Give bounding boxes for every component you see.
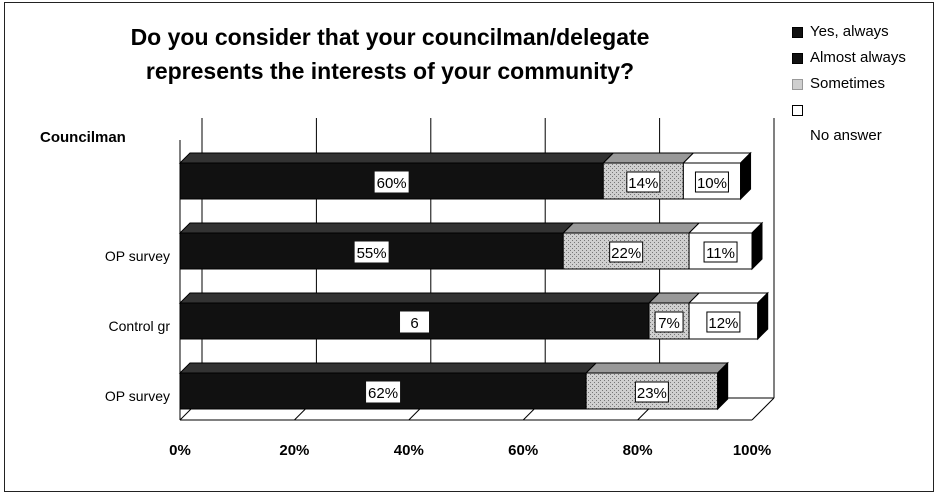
data-label: 14%: [628, 175, 658, 192]
data-label: 55%: [357, 245, 387, 262]
bar-end-face: [740, 151, 752, 201]
legend-label-no-answer: No answer: [810, 127, 882, 144]
x-tick-label: 80%: [623, 442, 653, 459]
bar-top-face: [602, 152, 695, 164]
data-label-box: [400, 311, 430, 333]
data-label: 10%: [697, 175, 727, 192]
bar-top-face: [178, 152, 615, 164]
chart-title: Do you consider that your councilman/del…: [130, 24, 650, 84]
bar-top-face: [178, 362, 598, 374]
category-label: OP survey: [105, 248, 170, 264]
x-tick-label: 100%: [733, 442, 771, 459]
category-label: Control gr: [109, 318, 171, 334]
legend-label-sometimes: Sometimes: [810, 75, 886, 92]
data-label: 7%: [658, 315, 680, 332]
x-tick-label: 0%: [169, 442, 191, 459]
data-label-box: [654, 311, 684, 333]
data-label-box: [626, 171, 661, 193]
legend: Yes, always Almost always Sometimes No a…: [790, 22, 940, 152]
category-label: OP survey: [105, 388, 170, 404]
bar-top-face: [687, 292, 769, 304]
x-tick-label: 40%: [394, 442, 424, 459]
bar-top-face: [178, 292, 661, 304]
bar-end-face: [751, 221, 763, 271]
legend-swatch-sometimes: [792, 79, 803, 90]
data-label: 11%: [706, 245, 735, 262]
data-label-box: [609, 241, 644, 263]
floor-gridline: [751, 397, 775, 421]
bar-top-face: [178, 222, 575, 234]
data-label: 23%: [637, 385, 667, 402]
x-tick-label: 20%: [279, 442, 309, 459]
x-tick-label: 60%: [508, 442, 538, 459]
bar-segment: [179, 372, 587, 410]
legend-swatch-almost-always: [792, 53, 803, 64]
data-label-box: [694, 171, 729, 193]
legend-swatch-no-answer: [792, 105, 803, 116]
data-label: 6: [410, 315, 418, 332]
legend-swatch-yes-always: [792, 27, 803, 38]
bar-end-face: [717, 361, 729, 411]
data-label: 62%: [368, 385, 398, 402]
data-label: 60%: [377, 175, 407, 192]
legend-item-yes-always: Yes, always: [790, 22, 940, 48]
bar-end-face: [757, 291, 769, 341]
bar-top-face: [584, 362, 729, 374]
legend-item-no-answer: No answer: [790, 100, 940, 152]
data-label-box: [374, 171, 409, 193]
legend-item-almost-always: Almost always: [790, 48, 940, 74]
bar-top-face: [562, 222, 701, 234]
data-label-box: [634, 381, 669, 403]
data-label: 22%: [611, 245, 641, 262]
bar-top-face: [682, 152, 752, 164]
data-label-box: [703, 241, 738, 263]
data-label-box: [366, 381, 401, 403]
legend-label-almost-always: Almost always: [810, 49, 906, 66]
data-label: 12%: [708, 315, 738, 332]
legend-item-sometimes: Sometimes: [790, 74, 940, 100]
bar-top-face: [687, 222, 764, 234]
legend-label-yes-always: Yes, always: [810, 23, 889, 40]
data-label-box: [354, 241, 389, 263]
category-label: Councilman: [40, 129, 126, 146]
data-label-box: [706, 311, 741, 333]
